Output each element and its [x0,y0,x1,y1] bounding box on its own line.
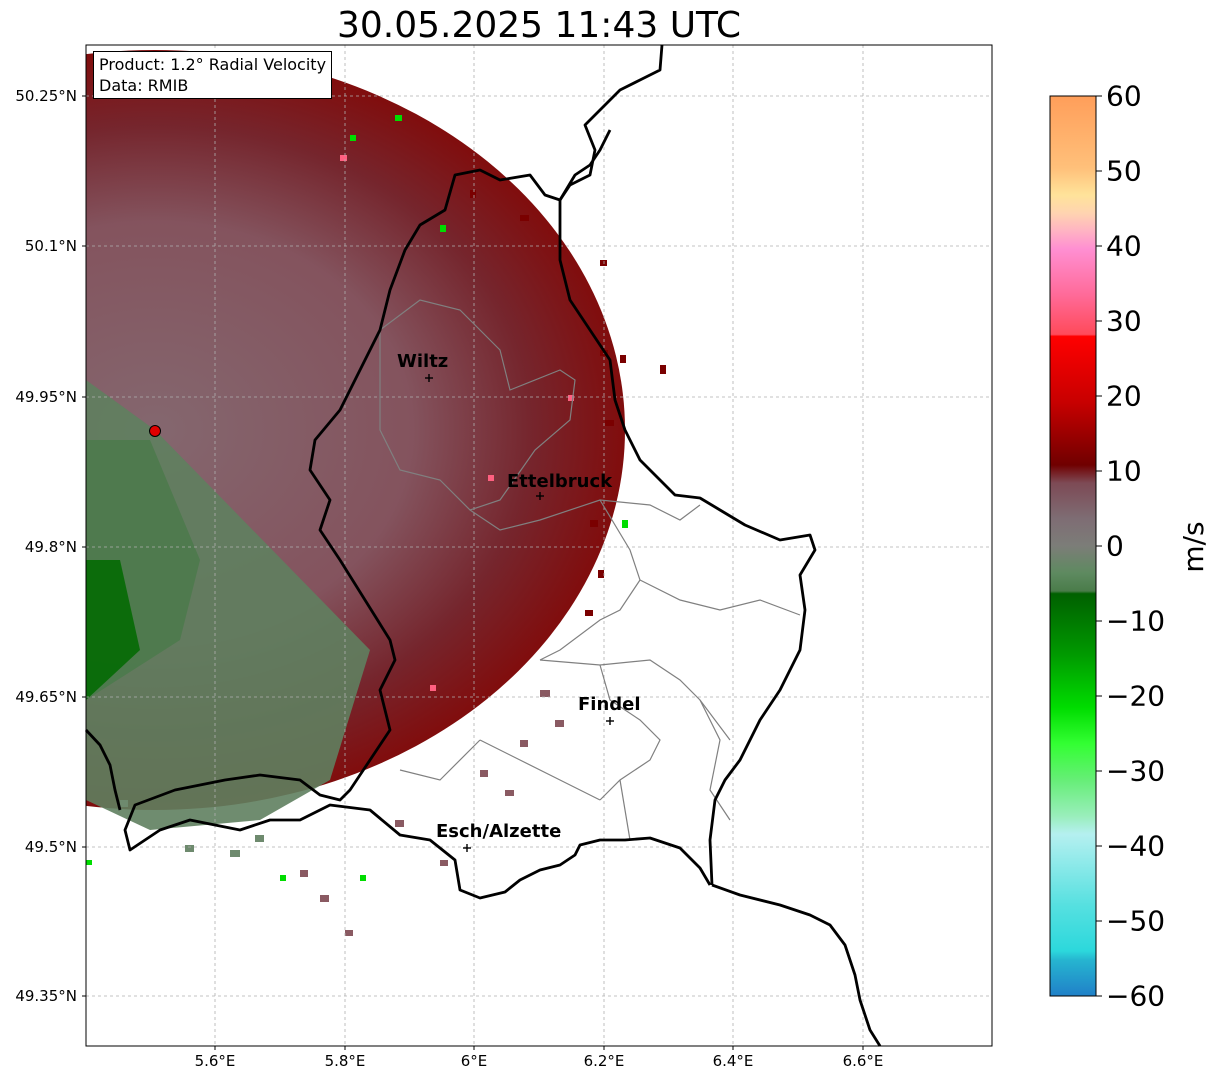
radar-echo-layer [86,50,666,936]
lat-label: 49.5°N [24,838,77,856]
lon-label: 5.6°E [194,1052,236,1070]
canton-borders [379,299,801,841]
product-info-box: Product: 1.2° Radial Velocity Data: RMIB [93,51,333,99]
colorbar-tick-label: −60 [1106,979,1166,1013]
gridlines [86,45,992,1046]
lat-label: 49.65°N [15,688,77,706]
colorbar-tick-label: 30 [1106,304,1142,338]
data-source-label: Data: RMIB [99,76,189,95]
lon-label: 6.6°E [842,1052,884,1070]
colorbar-tick-label: 20 [1106,379,1142,413]
colorbar-tick-label: −40 [1106,829,1166,863]
lat-label: 49.8°N [24,538,77,556]
map-title: 30.05.2025 11:43 UTC [336,5,742,46]
city-label-findel: Findel [578,694,641,715]
colorbar-tick-label: −20 [1106,679,1166,713]
city-label-wiltz: Wiltz [397,351,449,372]
colorbar-tick-label: 40 [1106,229,1142,263]
city-markers [425,374,614,852]
lon-label: 6°E [460,1052,488,1070]
lat-label: 49.95°N [15,388,77,406]
colorbar-tick-label: 50 [1106,154,1142,188]
colorbar [1049,95,1097,997]
plot-frame [85,44,993,1047]
country-borders [84,44,882,1047]
colorbar-tick-label: 0 [1106,529,1124,563]
radar-site-marker [149,425,161,437]
axis-ticks [82,95,864,1050]
lon-label: 6.4°E [712,1052,754,1070]
city-label-ettelbruck: Ettelbruck [507,471,613,492]
lat-label: 49.35°N [15,987,77,1005]
colorbar-tick-label: −50 [1106,904,1166,938]
colorbar-tick-label: 10 [1106,454,1142,488]
colorbar-ticks [1096,95,1102,997]
lat-label: 50.1°N [24,237,77,255]
colorbar-tick-label: −10 [1106,604,1166,638]
lat-label: 50.25°N [15,87,77,105]
lon-label: 5.8°E [324,1052,366,1070]
lon-label: 6.2°E [583,1052,625,1070]
colorbar-tick-label: 60 [1106,79,1142,113]
colorbar-tick-label: −30 [1106,754,1166,788]
city-label-esch-alzette: Esch/Alzette [436,821,562,842]
colorbar-unit-label: m/s [1177,521,1207,573]
product-label: Product: 1.2° Radial Velocity [99,55,327,74]
